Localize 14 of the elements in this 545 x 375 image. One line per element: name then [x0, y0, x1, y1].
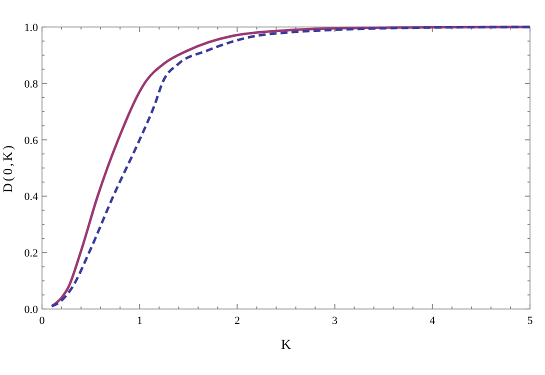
y-tick-label: 0.0: [24, 304, 38, 316]
y-axis-title: D(0,K): [0, 143, 15, 193]
x-tick-label: 1: [136, 315, 142, 327]
x-tick-label: 2: [234, 315, 240, 327]
x-tick-label: 3: [332, 315, 338, 327]
x-tick-label: 4: [430, 315, 436, 327]
y-tick-label: 0.8: [24, 78, 38, 90]
x-tick-label: 0: [39, 315, 46, 327]
y-tick-label: 0.2: [24, 248, 38, 260]
x-axis-title: K: [280, 338, 292, 353]
y-tick-label: 1.0: [24, 22, 38, 34]
y-tick-label: 0.4: [24, 191, 38, 204]
y-tick-label: 0.6: [24, 134, 38, 147]
x-tick-label: 5: [527, 315, 534, 327]
